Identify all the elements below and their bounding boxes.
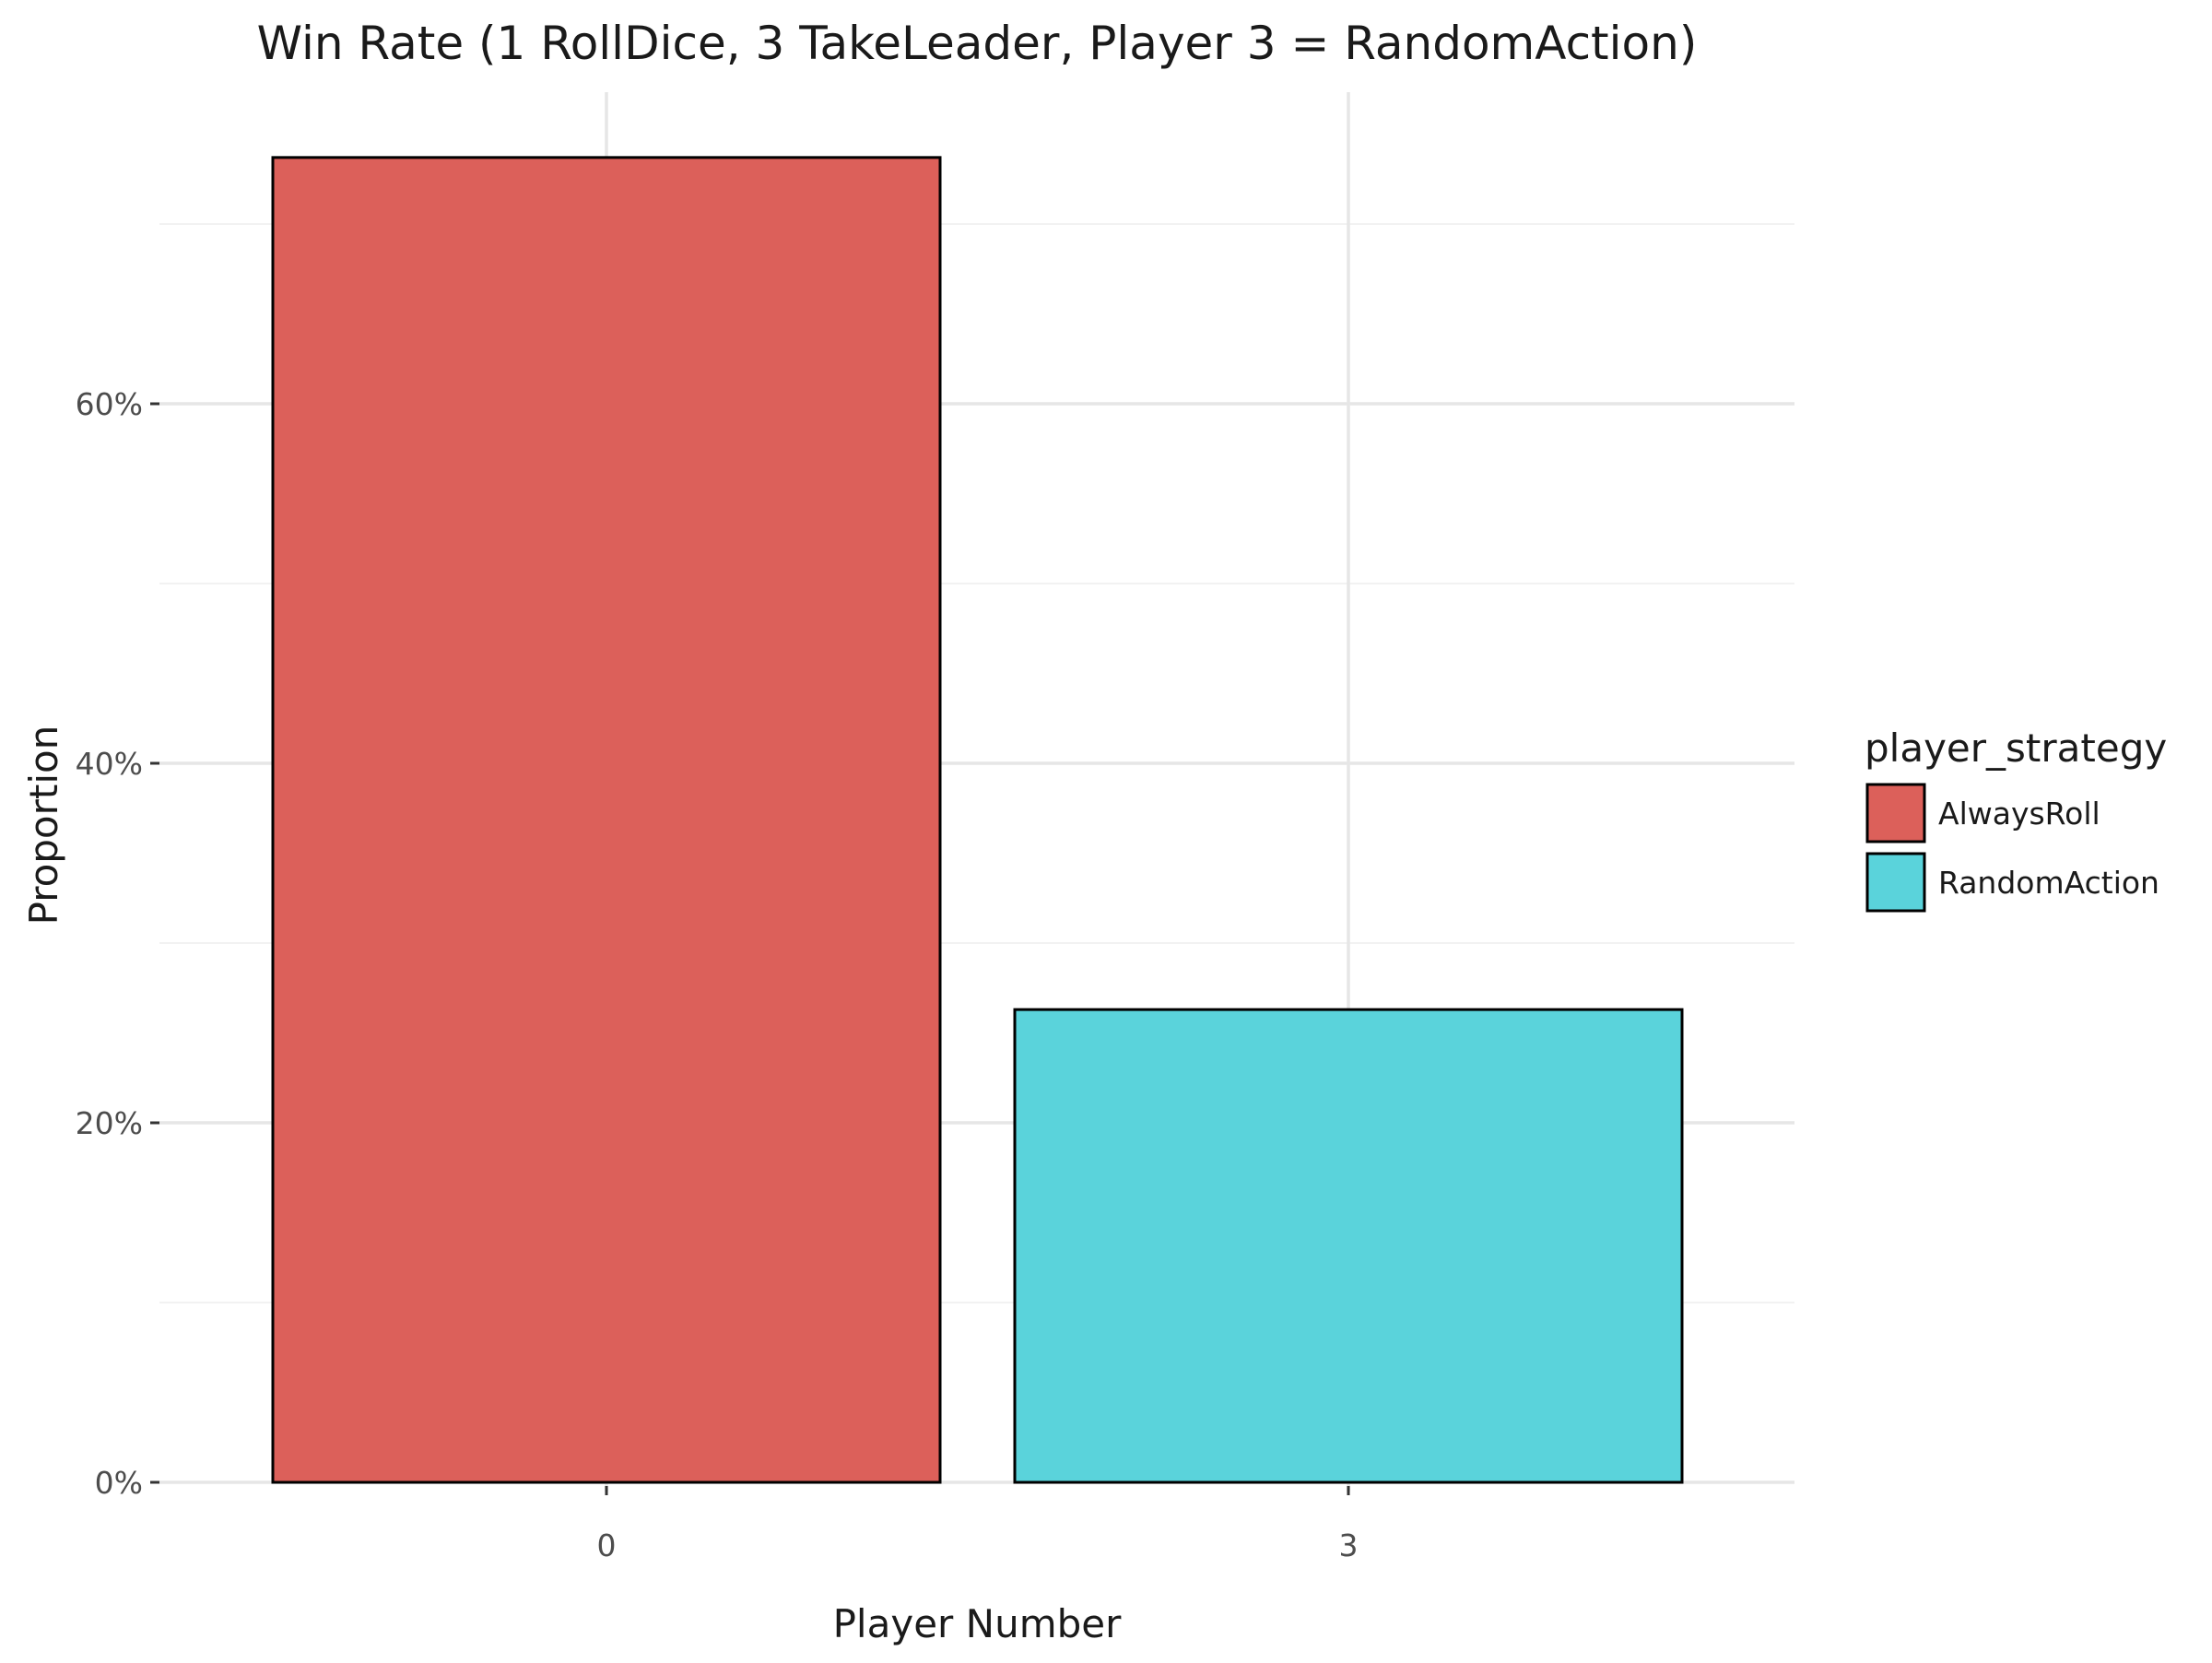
legend-swatch — [1865, 852, 1926, 913]
axis-layer: 0% 20% 40% 60% 0 3 — [76, 386, 1359, 1563]
chart-title: Win Rate (1 RollDice, 3 TakeLeader, Play… — [257, 17, 1698, 70]
legend-title: player_strategy — [1865, 725, 2167, 771]
x-tick-label: 0 — [597, 1527, 617, 1563]
legend: player_strategy AlwaysRoll RandomAction — [1865, 725, 2167, 913]
bar-player-3 — [1013, 1008, 1684, 1484]
x-axis-title: Player Number — [833, 1601, 1122, 1646]
legend-entries: AlwaysRoll RandomAction — [1865, 783, 2159, 913]
bar-player-0 — [271, 156, 942, 1484]
legend-label: RandomAction — [1938, 865, 2159, 901]
legend-swatch — [1865, 783, 1926, 843]
y-axis-title: Proportion — [21, 725, 66, 926]
y-tick-label: 20% — [76, 1105, 143, 1141]
legend-label: AlwaysRoll — [1938, 796, 2100, 832]
bar-layer — [271, 156, 1684, 1484]
y-tick-label: 0% — [95, 1465, 143, 1501]
x-tick-label: 3 — [1339, 1527, 1359, 1563]
y-tick-label: 60% — [76, 386, 143, 422]
y-tick-label: 40% — [76, 746, 143, 782]
